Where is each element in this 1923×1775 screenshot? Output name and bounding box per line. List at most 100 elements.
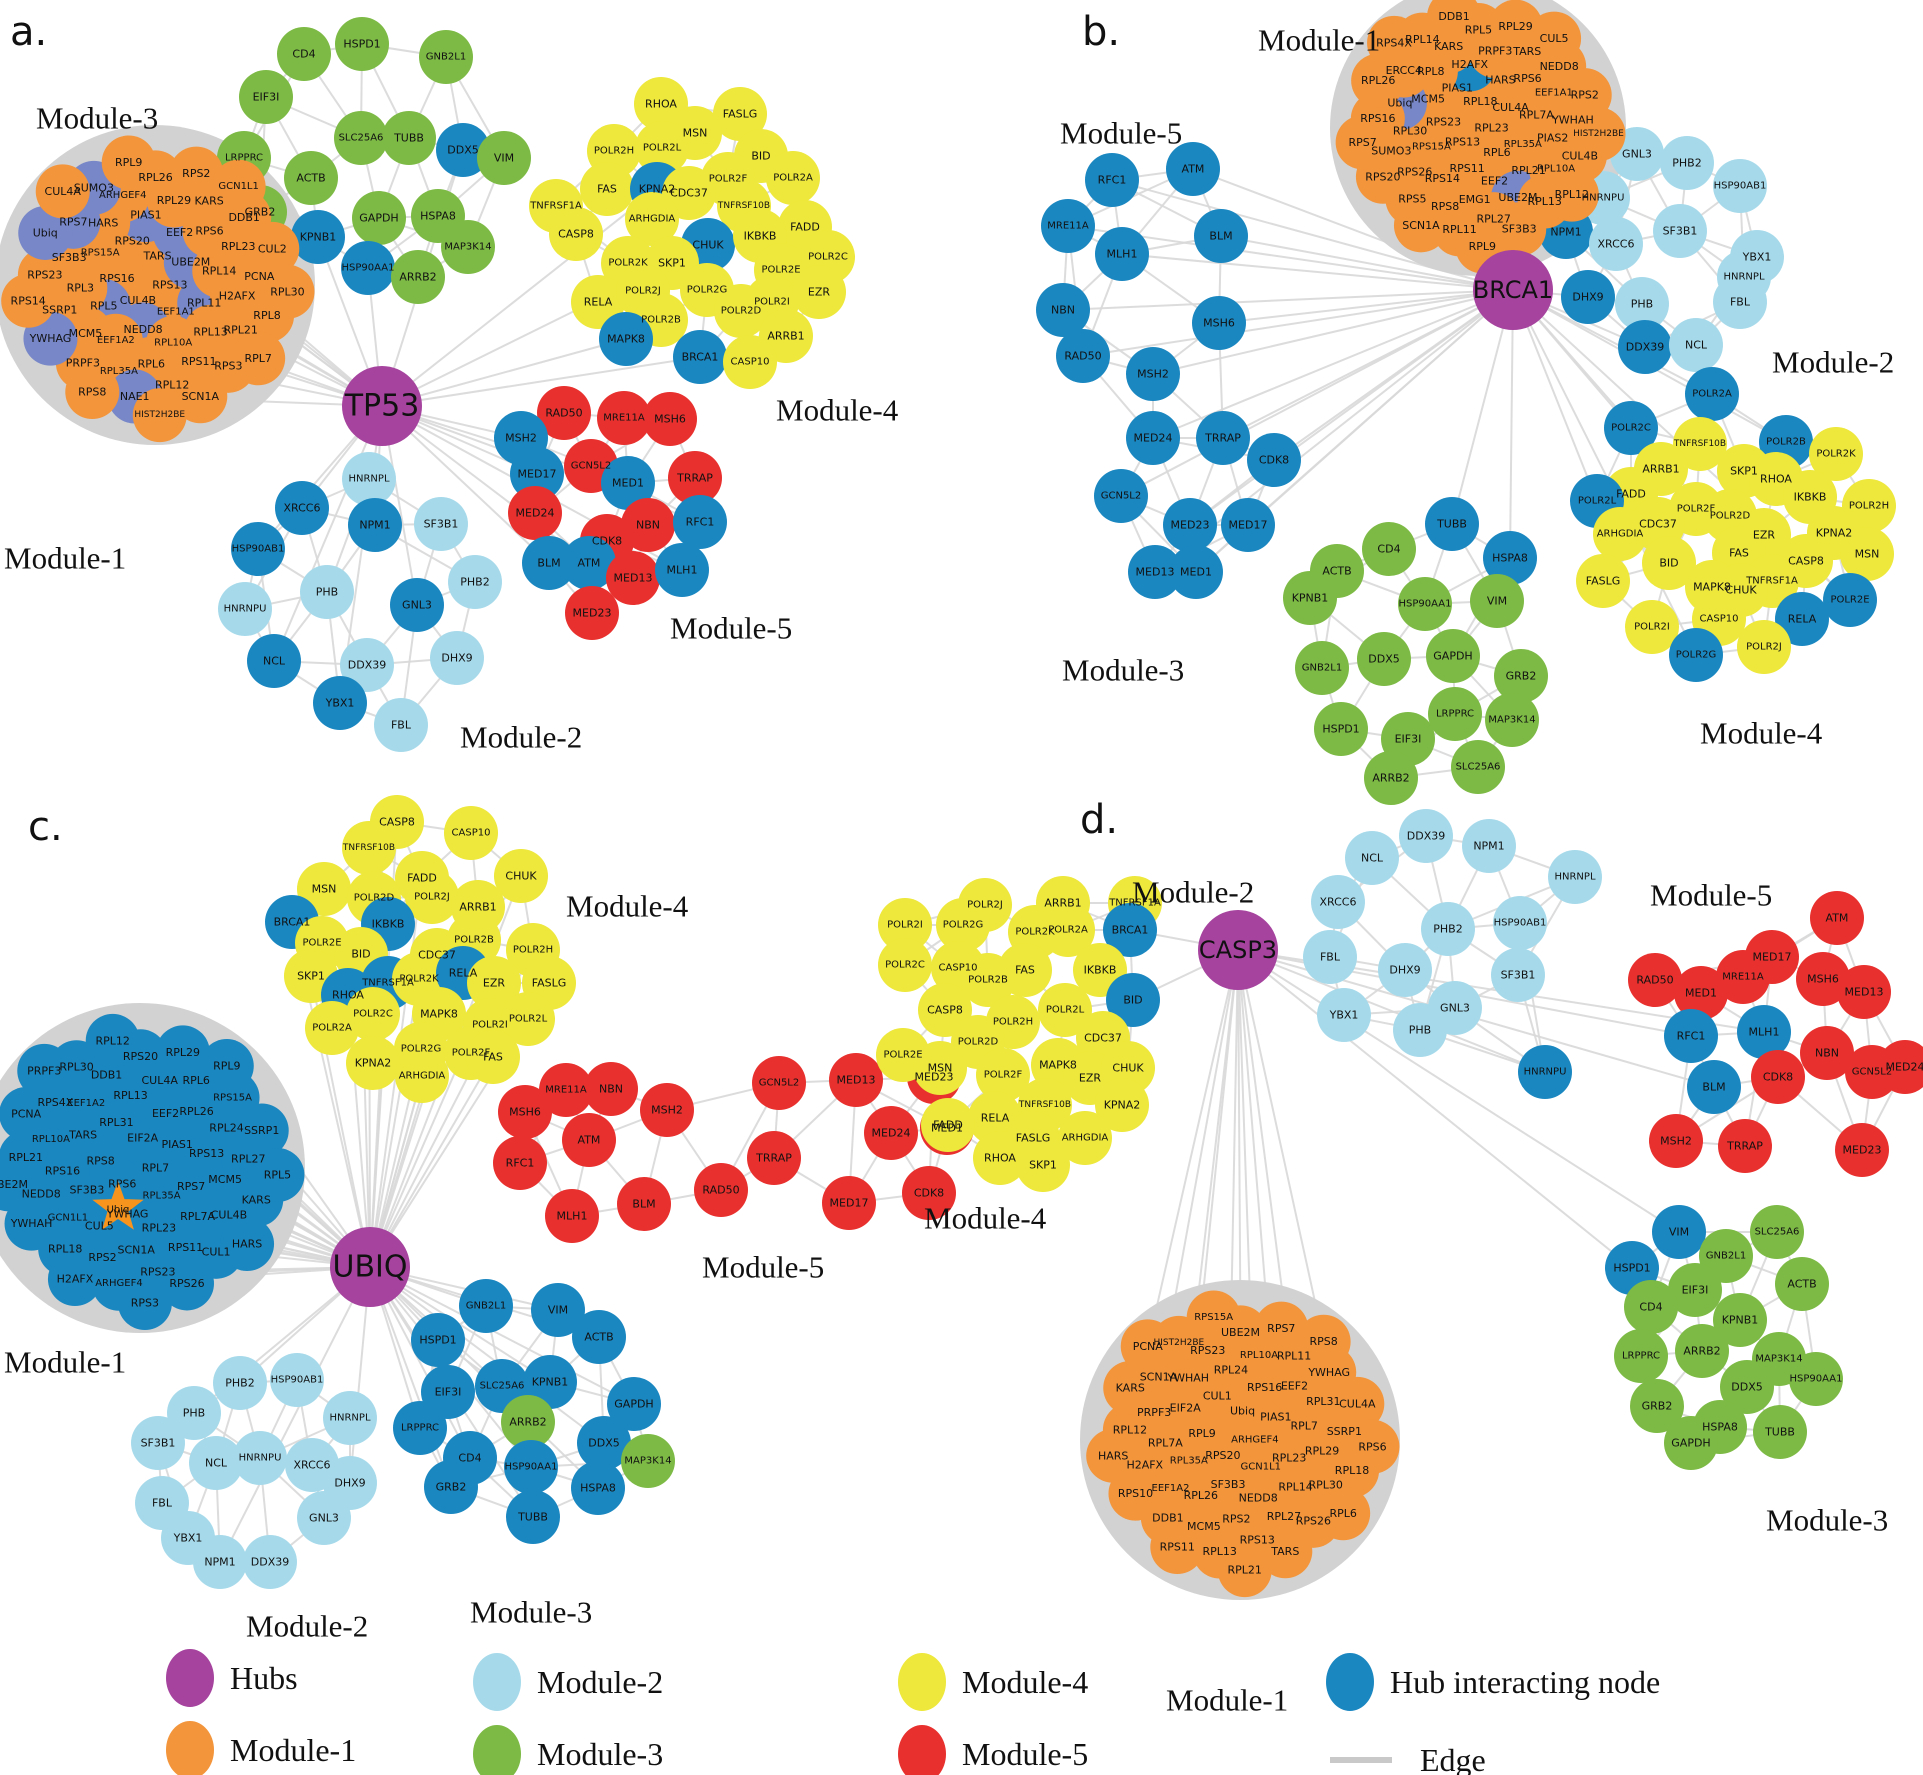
- node-DHX9[interactable]: [1378, 943, 1432, 997]
- node-POLR2J[interactable]: [405, 870, 459, 924]
- node-UBE2M[interactable]: [0, 1157, 36, 1212]
- node-SKP1[interactable]: [1016, 1138, 1070, 1192]
- node-ARHGDIA[interactable]: [1058, 1111, 1112, 1165]
- node-GAPDH[interactable]: [607, 1377, 661, 1431]
- node-PHB2[interactable]: [1421, 902, 1475, 956]
- node-TRRAP[interactable]: [1196, 411, 1250, 465]
- node-MED13[interactable]: [1837, 965, 1891, 1019]
- node-TNFRSF10B[interactable]: [1673, 417, 1727, 471]
- node-GNB2L1[interactable]: [419, 30, 473, 84]
- node-XRCC6[interactable]: [1311, 875, 1365, 929]
- node-SCN1A[interactable]: [1393, 198, 1448, 253]
- node-MED17[interactable]: [1221, 498, 1275, 552]
- node-BLM[interactable]: [617, 1177, 671, 1231]
- node-LRPPRC[interactable]: [1428, 687, 1482, 741]
- node-DDX39[interactable]: [340, 638, 394, 692]
- node-ARRB2[interactable]: [391, 250, 445, 304]
- node-MSH6[interactable]: [498, 1085, 552, 1139]
- node-DDX39[interactable]: [1399, 809, 1453, 863]
- node-TRRAP[interactable]: [1718, 1119, 1772, 1173]
- node-GRB2[interactable]: [424, 1460, 478, 1514]
- node-MED17[interactable]: [510, 447, 564, 501]
- node-RPL12[interactable]: [1544, 167, 1599, 222]
- node-RPL9[interactable]: [199, 1039, 254, 1094]
- node-MED13[interactable]: [1128, 545, 1182, 599]
- node-TRRAP[interactable]: [747, 1131, 801, 1185]
- node-CD4[interactable]: [1624, 1280, 1678, 1334]
- node-DDB1[interactable]: [1427, 0, 1482, 44]
- node-MRE11A[interactable]: [1041, 199, 1095, 253]
- node-GRB2[interactable]: [1494, 649, 1548, 703]
- node-POLR2D[interactable]: [714, 284, 768, 338]
- node-POLR2J[interactable]: [1737, 620, 1791, 674]
- node-RPS3[interactable]: [117, 1276, 172, 1331]
- node-PHB2[interactable]: [1660, 136, 1714, 190]
- node-NPM1[interactable]: [193, 1535, 247, 1589]
- node-SLC25A6[interactable]: [334, 111, 388, 165]
- node-FAS[interactable]: [580, 162, 634, 216]
- node-KPNB1[interactable]: [291, 210, 345, 264]
- node-MLH1[interactable]: [1737, 1005, 1791, 1059]
- node-RELA[interactable]: [571, 275, 625, 329]
- node-HNRNPL[interactable]: [342, 452, 396, 506]
- node-PHB2[interactable]: [448, 555, 502, 609]
- node-NCL[interactable]: [247, 634, 301, 688]
- node-POLR2E[interactable]: [1823, 573, 1877, 627]
- node-BRCA1[interactable]: [673, 330, 727, 384]
- node-DDX5[interactable]: [577, 1416, 631, 1470]
- node-CASP10[interactable]: [723, 335, 777, 389]
- node-FAS[interactable]: [466, 1030, 520, 1084]
- node-NCL[interactable]: [1669, 318, 1723, 372]
- node-POLR2A[interactable]: [305, 1001, 359, 1055]
- node-YBX1[interactable]: [313, 676, 367, 730]
- node-ACTB[interactable]: [284, 151, 338, 205]
- node-HNRNPU[interactable]: [233, 1431, 287, 1485]
- node-HSP90AA1[interactable]: [341, 241, 395, 295]
- node-MSH6[interactable]: [1192, 296, 1246, 350]
- node-RPS6[interactable]: [1345, 1419, 1400, 1474]
- node-GAPDH[interactable]: [352, 191, 406, 245]
- node-RPS8[interactable]: [65, 365, 120, 420]
- node-GRB2[interactable]: [1630, 1379, 1684, 1433]
- node-HIST2H2BE[interactable]: [1571, 107, 1626, 162]
- node-FBL[interactable]: [374, 698, 428, 752]
- node-RAD50[interactable]: [694, 1163, 748, 1217]
- node-GCN5L2[interactable]: [752, 1056, 806, 1110]
- node-DDX5[interactable]: [1357, 632, 1411, 686]
- node-MSH6[interactable]: [643, 392, 697, 446]
- node-NBN[interactable]: [1036, 283, 1090, 337]
- node-MED23[interactable]: [1835, 1123, 1889, 1177]
- node-POLR2A[interactable]: [766, 151, 820, 205]
- node-VIM[interactable]: [1652, 1205, 1706, 1259]
- node-RPL21[interactable]: [1217, 1543, 1272, 1598]
- node-CDK8[interactable]: [1247, 433, 1301, 487]
- node-ATM[interactable]: [1166, 142, 1220, 196]
- node-FADD[interactable]: [921, 1098, 975, 1152]
- node-RPL6[interactable]: [1316, 1486, 1371, 1541]
- node-HSPA8[interactable]: [1483, 531, 1537, 585]
- node-CDK8[interactable]: [902, 1166, 956, 1220]
- node-KPNB1[interactable]: [523, 1355, 577, 1409]
- node-CDK8[interactable]: [1751, 1050, 1805, 1104]
- node-GNB2L1[interactable]: [1295, 641, 1349, 695]
- node-MED24[interactable]: [864, 1106, 918, 1160]
- node-RPL9[interactable]: [101, 135, 156, 190]
- node-MED1[interactable]: [1674, 966, 1728, 1020]
- node-RPS2[interactable]: [169, 146, 224, 201]
- node-TNFRSF10B[interactable]: [342, 821, 396, 875]
- node-TRRAP[interactable]: [668, 451, 722, 505]
- node-RAD50[interactable]: [537, 386, 591, 440]
- node-POLR2L[interactable]: [501, 992, 555, 1046]
- node-RFC1[interactable]: [1085, 153, 1139, 207]
- node-ACTB[interactable]: [572, 1310, 626, 1364]
- node-HNRNPL[interactable]: [323, 1391, 377, 1445]
- node-NCL[interactable]: [189, 1436, 243, 1490]
- node-MED17[interactable]: [822, 1176, 876, 1230]
- node-HNRNPU[interactable]: [218, 582, 272, 636]
- node-GAPDH[interactable]: [1426, 629, 1480, 683]
- node-RPS7[interactable]: [1254, 1301, 1309, 1356]
- node-LRPPRC[interactable]: [393, 1401, 447, 1455]
- node-ARRB2[interactable]: [1675, 1324, 1729, 1378]
- node-PHB[interactable]: [1393, 1003, 1447, 1057]
- node-NBN[interactable]: [584, 1062, 638, 1116]
